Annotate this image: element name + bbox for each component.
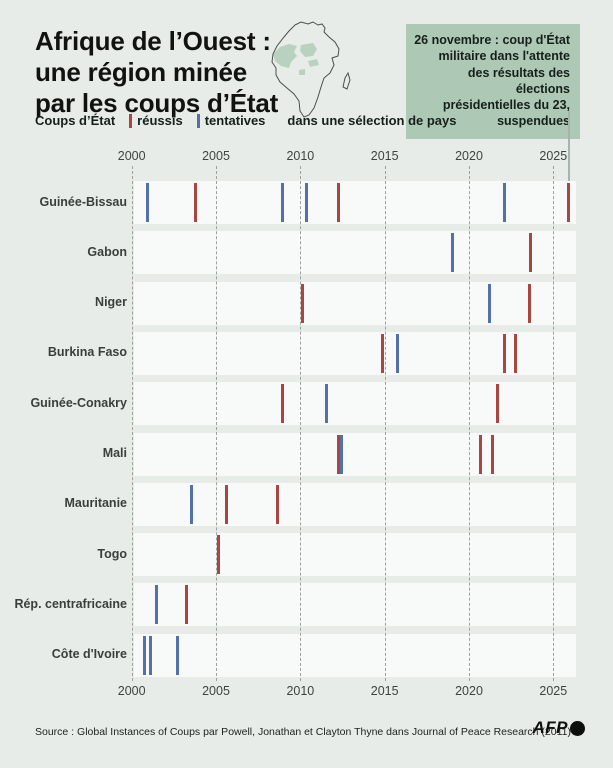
- coup-mark-tentative: [340, 434, 344, 474]
- legend-reussis-label: réussis: [137, 113, 183, 128]
- country-label: Mali: [102, 446, 127, 460]
- coup-mark-tentative: [396, 333, 400, 373]
- legend: Coups d’État réussis tentatives dans une…: [35, 113, 456, 128]
- gridline-2025: [553, 166, 555, 681]
- coup-mark-reussi: [513, 333, 517, 373]
- afp-logo-dot-icon: [570, 720, 585, 736]
- gridline-2005: [216, 166, 218, 681]
- country-label: Burkina Faso: [47, 345, 127, 360]
- coup-mark-reussi: [184, 585, 188, 625]
- legend-item-reussis: réussis: [129, 113, 183, 128]
- madagascar-outline: [342, 71, 351, 90]
- coup-mark-tentative: [176, 635, 180, 675]
- coup-mark-tentative: [189, 484, 193, 524]
- gridline-2010: [300, 166, 302, 681]
- coup-mark-reussi: [567, 183, 571, 222]
- row-band: [133, 432, 576, 476]
- bottom-axis-tick-2000: 2000: [117, 684, 146, 698]
- bottom-axis-tick-2025: 2025: [539, 684, 568, 698]
- annotation-box: 26 novembre : coup d'État militaire dans…: [406, 24, 580, 139]
- coup-mark-reussi: [479, 434, 483, 474]
- country-label: Gabon: [87, 244, 127, 259]
- coup-mark-tentative: [155, 585, 159, 625]
- bottom-axis-tick-2005: 2005: [202, 684, 230, 698]
- annotation-connector-line: [567, 111, 570, 181]
- coup-mark-reussi: [380, 333, 384, 373]
- tentatives-marker-icon: [196, 113, 200, 128]
- top-axis-tick-2005: 2005: [202, 149, 230, 163]
- page-title: Afrique de l’Ouest : une région minée pa…: [35, 26, 279, 119]
- coup-mark-reussi: [502, 333, 506, 373]
- row-band: [133, 181, 576, 224]
- row-band: [133, 482, 576, 526]
- coup-mark-tentative: [488, 283, 492, 323]
- car-highlight: [308, 59, 319, 67]
- gabon-highlight: [299, 69, 305, 75]
- coup-mark-tentative: [149, 635, 153, 675]
- bottom-axis-tick-2010: 2010: [286, 684, 315, 698]
- afp-logo: AFP: [532, 718, 585, 738]
- country-label: Niger: [95, 295, 127, 310]
- coup-mark-reussi: [337, 183, 341, 222]
- west-africa-highlight: [273, 44, 297, 68]
- coup-mark-reussi: [490, 434, 494, 474]
- coup-mark-tentative: [145, 183, 149, 222]
- coup-mark-tentative: [325, 384, 329, 424]
- coup-mark-reussi: [225, 484, 229, 524]
- coup-mark-reussi: [281, 384, 285, 424]
- africa-outline: [271, 21, 340, 118]
- row-band: [133, 231, 576, 275]
- coup-mark-reussi: [217, 535, 221, 575]
- country-label: Côte d'Ivoire: [51, 647, 127, 662]
- legend-scope-label: dans une sélection de pays: [287, 113, 457, 128]
- gridline-2000: [131, 166, 133, 681]
- coup-mark-reussi: [496, 384, 500, 424]
- coup-mark-tentative: [143, 635, 147, 675]
- row-band: [133, 533, 576, 577]
- country-label: Guinée-Conakry: [30, 395, 127, 410]
- coup-mark-reussi: [529, 233, 533, 273]
- coup-mark-tentative: [305, 183, 309, 222]
- coup-mark-reussi: [528, 283, 532, 323]
- coup-mark-reussi: [194, 183, 198, 222]
- row-band: [133, 583, 576, 627]
- legend-item-tentatives: tentatives: [196, 113, 266, 128]
- coup-mark-tentative: [503, 183, 507, 222]
- top-axis-tick-2000: 2000: [117, 149, 146, 163]
- coup-mark-tentative: [451, 233, 455, 273]
- gridline-2020: [469, 166, 470, 681]
- reussis-marker-icon: [129, 113, 133, 128]
- gridline-2015: [384, 166, 386, 681]
- row-band: [133, 633, 576, 677]
- annotation-text: 26 novembre : coup d'État militaire dans…: [414, 33, 570, 129]
- niger-highlight: [300, 43, 317, 57]
- row-band: [133, 331, 576, 375]
- coup-mark-reussi: [276, 484, 280, 524]
- country-label: Mauritanie: [64, 496, 127, 511]
- africa-map-icon: [271, 21, 351, 118]
- country-label: Togo: [97, 546, 127, 561]
- legend-tentatives-label: tentatives: [204, 113, 266, 128]
- bottom-axis-tick-2015: 2015: [370, 684, 399, 698]
- top-axis-tick-2015: 2015: [370, 149, 399, 163]
- country-label: Guinée-Bissau: [39, 194, 127, 209]
- top-axis-tick-2020: 2020: [455, 149, 483, 163]
- bottom-axis-tick-2020: 2020: [455, 684, 483, 698]
- top-axis-tick-2010: 2010: [286, 149, 315, 163]
- legend-title: Coups d’État: [35, 113, 116, 128]
- coup-mark-tentative: [281, 183, 285, 222]
- row-band: [133, 382, 576, 426]
- afp-logo-text: AFP: [532, 718, 568, 737]
- row-band: [133, 281, 576, 325]
- coup-mark-reussi: [336, 434, 340, 474]
- country-label: Rép. centrafricaine: [14, 596, 127, 611]
- coup-mark-reussi: [300, 283, 304, 323]
- source-note: Source : Global Instances of Coups par P…: [35, 726, 572, 738]
